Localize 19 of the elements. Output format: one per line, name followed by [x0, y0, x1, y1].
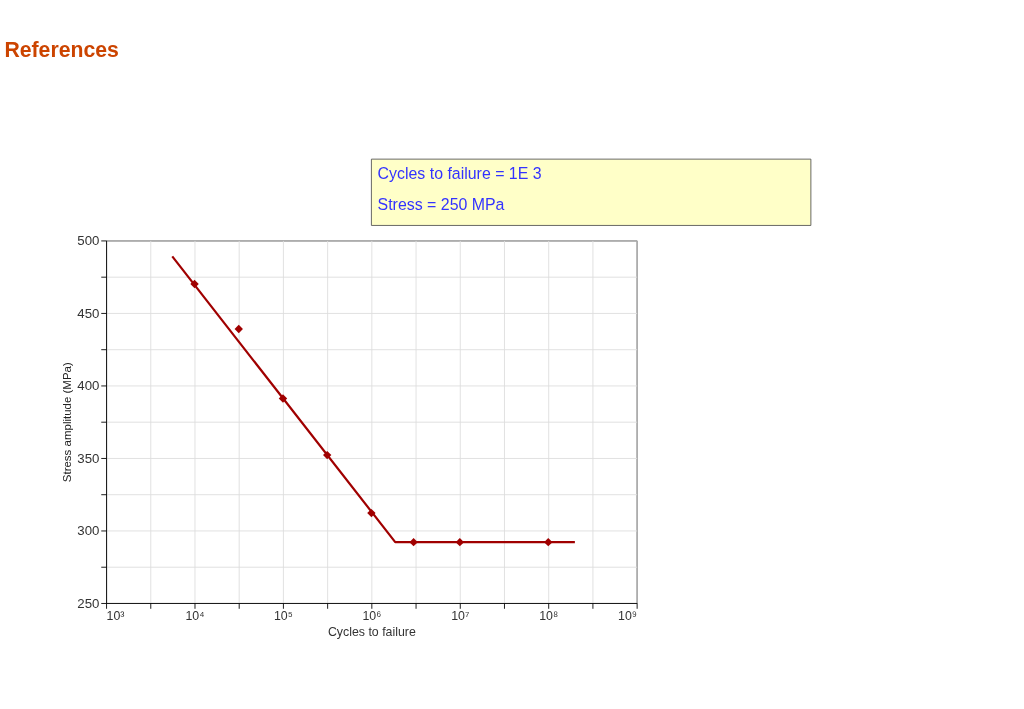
- x-tick-label: 10³: [106, 609, 125, 624]
- x-tick-label: 10⁹: [618, 609, 638, 624]
- y-tick-label: 500: [77, 233, 100, 249]
- y-tick-label: 350: [77, 450, 100, 466]
- x-tick-label: 10⁷: [451, 609, 470, 624]
- x-axis-title: Cycles to failure: [327, 625, 416, 640]
- y-tick-label: 300: [77, 523, 100, 539]
- y-axis-title: Stress amplitude (MPa): [61, 362, 74, 483]
- chart-title: References: [4, 37, 119, 61]
- text: Stress = 250 MPa: [377, 195, 505, 213]
- x-tick-label: 10⁸: [539, 609, 559, 624]
- y-tick-label: 400: [77, 378, 100, 394]
- y-tick-label: 250: [77, 595, 100, 611]
- y-tick-label: 450: [77, 305, 100, 321]
- point: [234, 324, 243, 334]
- text: Cycles to failure = 1E 3: [377, 165, 542, 183]
- x-tick-label: 10⁵: [273, 609, 293, 624]
- x-tick-label: 10⁴: [185, 609, 205, 624]
- x-tick-label: 10⁶: [362, 609, 382, 624]
